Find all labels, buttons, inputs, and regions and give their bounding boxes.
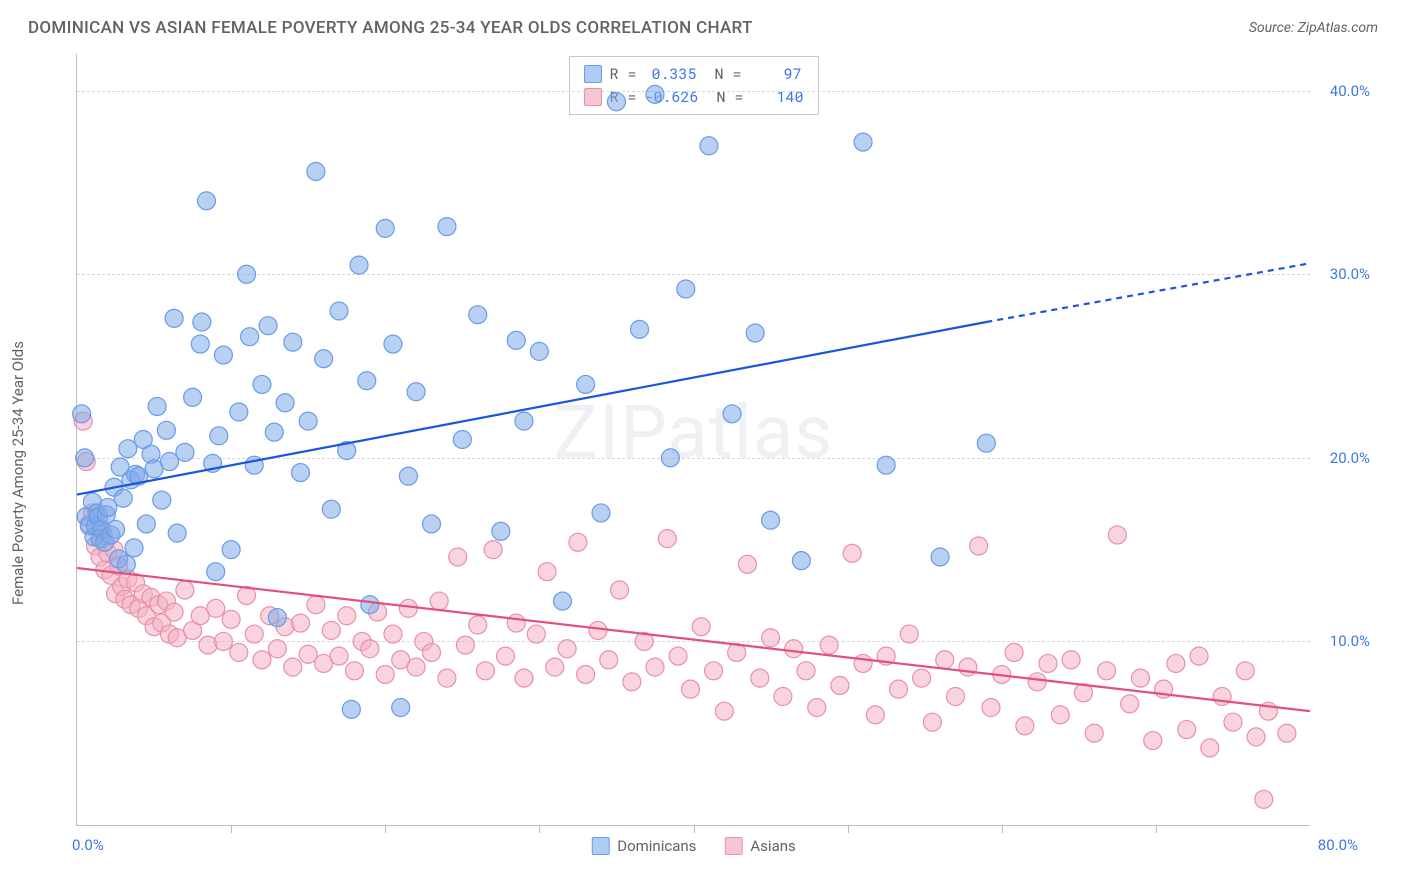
y-tick-label: 40.0% [1330, 82, 1370, 100]
chart-header: DOMINICAN VS ASIAN FEMALE POVERTY AMONG … [0, 0, 1406, 46]
legend-swatch-series1 [591, 837, 609, 855]
y-tick-label: 30.0% [1330, 265, 1370, 283]
legend-item-series2: Asians [724, 837, 795, 855]
legend-swatch-series2 [724, 837, 742, 855]
x-axis-max-label: 80.0% [1318, 836, 1358, 854]
x-tick [1156, 825, 1157, 833]
x-tick [1002, 825, 1003, 833]
y-axis-label: Female Poverty Among 25-34 Year Olds [9, 341, 27, 605]
plot-region: ZIPatlas R = 0.335 N = 97 R = -0.626 N =… [76, 54, 1310, 826]
scatter-svg [77, 54, 1310, 825]
x-tick [848, 825, 849, 833]
legend-label-series2: Asians [750, 837, 795, 855]
x-tick [694, 825, 695, 833]
legend-item-series1: Dominicans [591, 837, 696, 855]
legend: Dominicans Asians [591, 837, 796, 855]
x-tick [539, 825, 540, 833]
chart-title: DOMINICAN VS ASIAN FEMALE POVERTY AMONG … [28, 18, 753, 38]
x-tick [231, 825, 232, 833]
chart-area: Female Poverty Among 25-34 Year Olds ZIP… [28, 54, 1378, 874]
chart-source: Source: ZipAtlas.com [1249, 20, 1378, 36]
x-tick [385, 825, 386, 833]
y-tick-label: 20.0% [1330, 449, 1370, 467]
legend-label-series1: Dominicans [617, 837, 696, 855]
x-axis-min-label: 0.0% [72, 836, 104, 854]
y-tick-label: 10.0% [1330, 632, 1370, 650]
